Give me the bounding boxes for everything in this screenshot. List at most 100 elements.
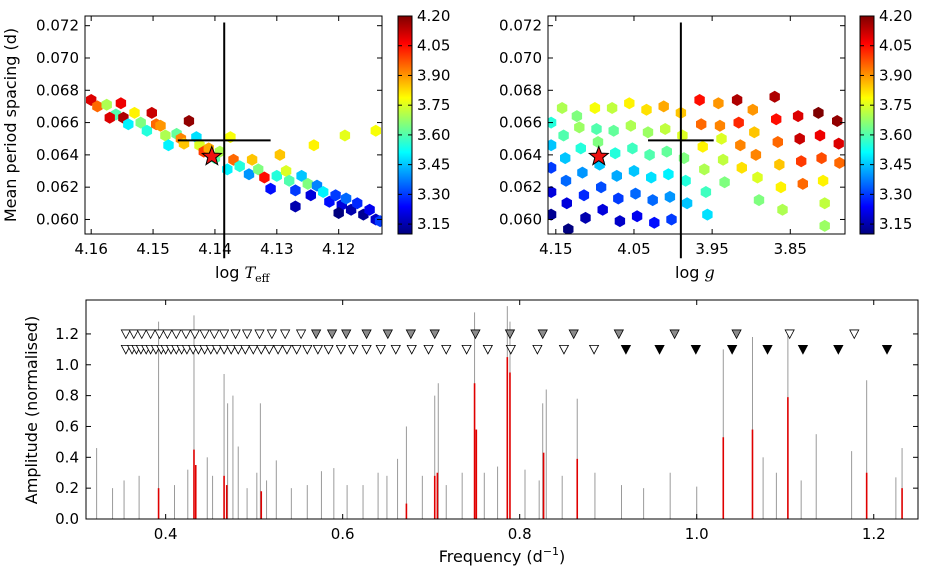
triangle-upper-18 [310,329,322,340]
logg-xtick-label-2: 3.95 [695,240,728,258]
teff-ytick-label-2: 0.064 [36,146,79,164]
logg-ytick-label-6: 0.072 [499,17,542,35]
logg-point-55 [699,163,710,176]
logg-point-78 [792,110,804,123]
teff-point-59 [104,111,115,124]
triangle-upper-3 [145,329,156,340]
triangle-upper-31 [731,329,742,340]
logg-point-22 [597,203,608,216]
triangle-upper-15 [266,329,278,340]
logg-point-77 [777,203,788,216]
teff-point-29 [243,168,255,181]
logg-point-87 [819,219,830,232]
triangle-lower-25 [272,344,284,355]
triangle-upper-23 [405,329,416,340]
teff-ytick-label-5: 0.070 [36,49,79,67]
teff-point-14 [163,139,174,152]
logg-point-2 [548,161,557,174]
logg-point-80 [796,155,807,168]
triangle-lower-18 [218,344,230,355]
logg-point-52 [694,94,705,106]
teff-colorbar-ticks: 4.20 4.05 3.90 3.75 3.60 3.45 3.30 3.15 [398,7,450,233]
teff-point-37 [284,174,295,187]
triangle-upper-22 [382,329,393,340]
triangle-lower-0 [120,344,131,355]
teff-axes-frame [84,15,383,235]
logg-point-1 [548,139,557,152]
logg-point-11 [571,110,583,123]
triangle-lower-39 [461,344,472,355]
triangle-upper-14 [254,329,265,340]
teff-point-28 [234,160,245,173]
triangle-lower-48 [726,344,738,355]
teff-point-6 [123,118,134,131]
logg-colorbar-gradient [859,15,875,235]
logg-point-21 [596,181,607,194]
teff-star-marker [200,145,223,166]
triangle-upper-6 [171,329,182,340]
triangle-upper-11 [218,329,230,340]
logg-point-30 [625,119,636,132]
triangle-lower-16 [205,344,216,355]
logg-point-34 [631,210,643,223]
teff-cbtick-label-3: 3.75 [417,96,450,114]
window-lines [96,306,903,519]
teff-point-50 [352,197,363,210]
logg-point-37 [644,148,655,161]
logg-point-68 [749,126,760,139]
triangle-upper-2 [136,329,147,340]
logg-point-45 [664,190,676,203]
logg-point-16 [580,211,591,224]
logg-point-82 [813,106,824,119]
amp-ytick-label-3: 0.6 [55,417,79,435]
logg-point-61 [717,153,729,166]
triangle-lower-50 [797,344,809,355]
triangle-lower-46 [654,344,665,355]
triangle-lower-23 [256,344,267,355]
triangle-lower-52 [881,344,893,355]
periodogram-ylabel: Amplitude (normalised) [22,316,41,504]
triangle-lower-37 [423,344,434,355]
teff-point-42 [308,139,320,152]
teff-point-57 [290,200,301,213]
logg-star [587,145,610,166]
teff-point-30 [246,153,258,166]
logg-point-5 [556,102,568,114]
logg-cbtick-label-5: 3.45 [879,156,912,174]
teff-ylabel: Mean period spacing (d) [1,28,20,222]
logg-point-57 [702,208,713,221]
periodogram-axes-frame [85,299,919,520]
logg-point-58 [713,97,724,110]
triangle-upper-20 [341,329,352,340]
logg-point-17 [589,102,601,114]
teff-xlabel: log Teff [215,263,271,285]
logg-point-13 [575,142,586,155]
logg-cbtick-label-2: 3.90 [879,66,912,84]
triangle-lower-24 [264,344,275,355]
logg-colorbar-ticks: 4.20 4.05 3.90 3.75 3.60 3.45 3.30 3.15 [860,7,912,233]
amp-ytick-label-1: 0.2 [55,479,79,497]
logg-point-65 [735,139,746,152]
triangle-upper-28 [568,329,579,340]
teff-point-33 [265,182,276,195]
logg-xtick-label-0: 4.15 [539,240,572,258]
logg-xtick-label-1: 4.05 [617,240,650,258]
logg-point-24 [608,124,619,137]
triangle-upper-12 [230,329,241,340]
logg-ticks: 4.15 4.05 3.95 3.85 0.060 0.062 0.064 0.066 0.06… [499,16,845,258]
triangle-lower-47 [690,344,702,355]
amp-ytick-label-0: 0.0 [55,510,79,528]
teff-xtick-label-3: 4.13 [260,240,293,258]
triangle-upper-1 [128,329,139,340]
logg-point-43 [661,145,672,158]
logg-point-67 [747,103,758,116]
teff-xtick-label-2: 4.14 [198,240,231,258]
freq-xtick-label-1: 0.6 [331,525,355,543]
periodogram-panel: 0.4 0.6 0.8 1.0 1.2 0.0 0.2 0.4 0.6 0.8 1.0 1.2 Amp… [22,299,919,566]
teff-xtick-label-0: 4.16 [74,240,107,258]
logg-point-26 [611,169,622,182]
logg-cbtick-label-7: 3.15 [879,215,912,233]
triangle-lower-31 [335,344,347,355]
logg-point-31 [627,142,638,155]
